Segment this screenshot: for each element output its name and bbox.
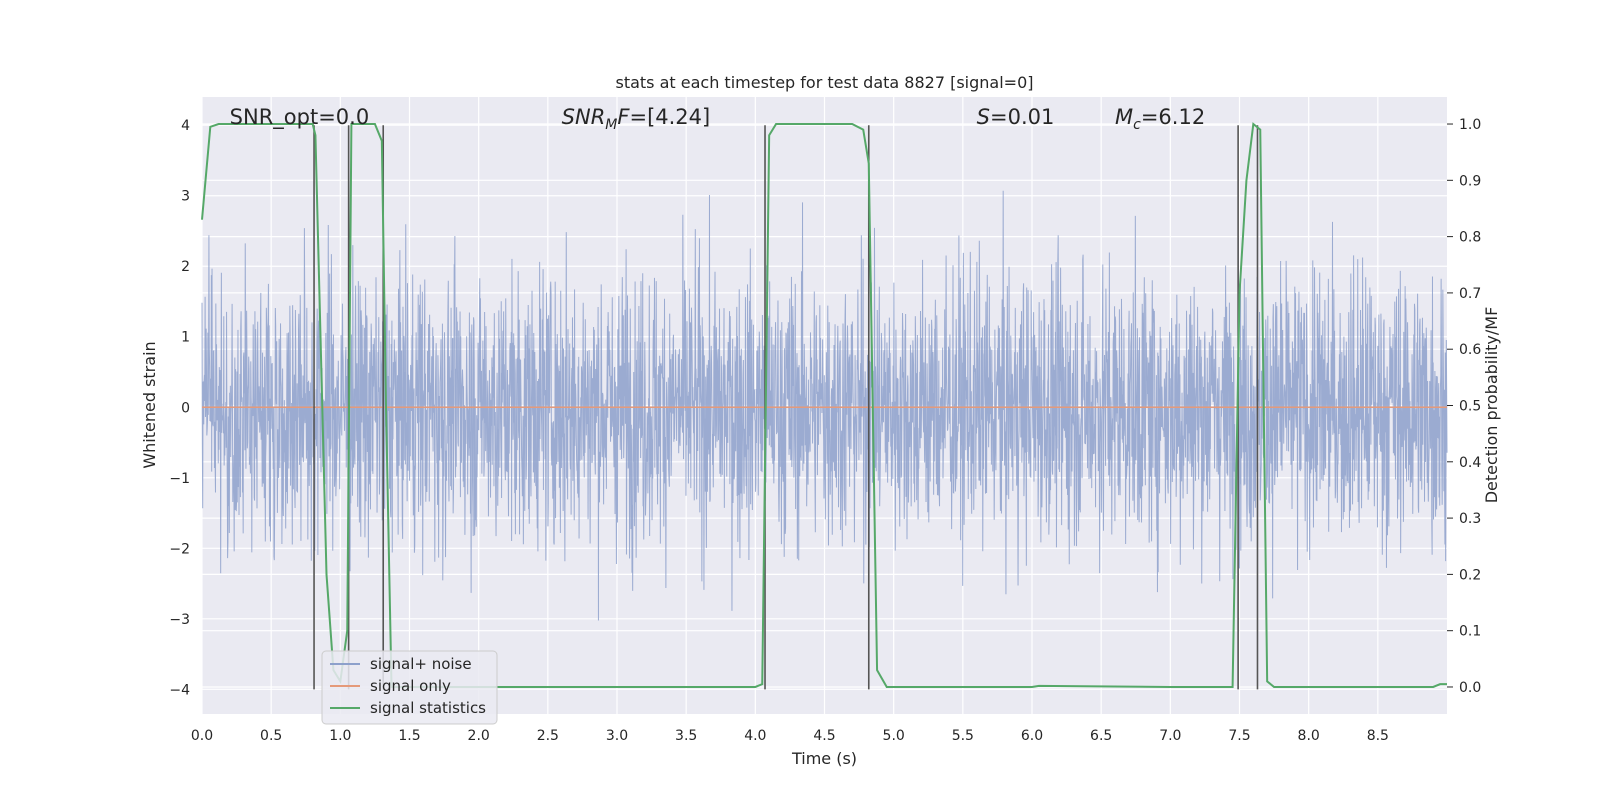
legend-box <box>321 650 498 725</box>
y2-tick-label: 0.2 <box>1459 567 1481 583</box>
x-tick-label: 0.5 <box>260 728 282 744</box>
x-tick-label: 3.0 <box>606 728 628 744</box>
x-tick-label: 2.5 <box>537 728 559 744</box>
signal-noise-series <box>201 190 1448 621</box>
x-tick-label: 5.5 <box>952 728 974 744</box>
y2-tick-label: 1.0 <box>1459 117 1481 133</box>
y2-tick-label: 0.5 <box>1459 399 1481 415</box>
legend: signal+ noise signal only signal statistic… <box>321 650 498 725</box>
x-tick-label: 3.5 <box>675 728 697 744</box>
x-tick-label: 4.0 <box>744 728 766 744</box>
x-tick-label: 1.5 <box>398 728 420 744</box>
y2-tick-label: 0.1 <box>1459 624 1481 640</box>
annotation: Mc=6.12 <box>1115 105 1205 133</box>
annotations: SNR_opt=0.0 SNRMF=[4.24] S=0.01 Mc=6.12 <box>230 105 1206 133</box>
legend-label: signal only <box>370 677 451 695</box>
x-tick-label: 1.0 <box>329 728 351 744</box>
x-tick-label: 8.5 <box>1367 728 1389 744</box>
y2-tick-label: 0.3 <box>1459 511 1481 527</box>
y2-tick-label: 0.4 <box>1459 455 1481 471</box>
x-tick-label: 6.0 <box>1021 728 1043 744</box>
signal-noise-line <box>201 190 1448 621</box>
legend-label: signal+ noise <box>370 655 472 673</box>
x-axis-label: Time (s) <box>791 749 857 768</box>
y2-tick-label: 0.9 <box>1459 173 1481 189</box>
x-tick-label: 2.0 <box>468 728 490 744</box>
y-tick-label: −4 <box>169 682 190 698</box>
x-tick-label: 6.5 <box>1090 728 1112 744</box>
annotation: SNR_opt=0.0 <box>230 105 370 130</box>
y-tick-label: 1 <box>181 330 190 346</box>
y2-tick-labels: 1.0 0.9 0.8 0.7 0.6 0.5 0.4 0.3 0.2 0.1 0.0 <box>1447 117 1481 696</box>
y-tick-label: 2 <box>181 259 190 275</box>
y2-axis-label: Detection probability/MF <box>1482 307 1501 504</box>
annotation: S=0.01 <box>977 105 1055 129</box>
x-tick-label: 0.0 <box>191 728 213 744</box>
chart-title: stats at each timestep for test data 882… <box>615 73 1033 92</box>
annotation: SNRMF=[4.24] <box>562 105 711 133</box>
y-tick-labels: 4 3 2 1 0 −1 −2 −3 −4 <box>169 118 190 698</box>
x-tick-label: 7.0 <box>1159 728 1181 744</box>
y2-tick-label: 0.6 <box>1459 342 1481 358</box>
x-tick-label: 7.5 <box>1228 728 1250 744</box>
y2-tick-label: 0.8 <box>1459 230 1481 246</box>
y2-tick-label: 0.0 <box>1459 680 1481 696</box>
x-tick-label: 8.0 <box>1298 728 1320 744</box>
legend-label: signal statistics <box>370 699 486 717</box>
y-tick-label: 0 <box>181 400 190 416</box>
x-tick-labels: 0.0 0.5 1.0 1.5 2.0 2.5 3.0 3.5 4.0 4.5 5.0 5.5 6.0 6… <box>191 728 1389 744</box>
y-tick-label: −2 <box>169 541 190 557</box>
y-tick-label: 4 <box>181 118 190 134</box>
y-tick-label: −1 <box>169 471 190 487</box>
x-tick-label: 5.0 <box>883 728 905 744</box>
x-tick-label: 4.5 <box>813 728 835 744</box>
y-axis-label: Whitened strain <box>140 341 159 468</box>
y-tick-label: 3 <box>181 189 190 205</box>
y2-tick-label: 0.7 <box>1459 286 1481 302</box>
y-tick-label: −3 <box>169 612 190 628</box>
